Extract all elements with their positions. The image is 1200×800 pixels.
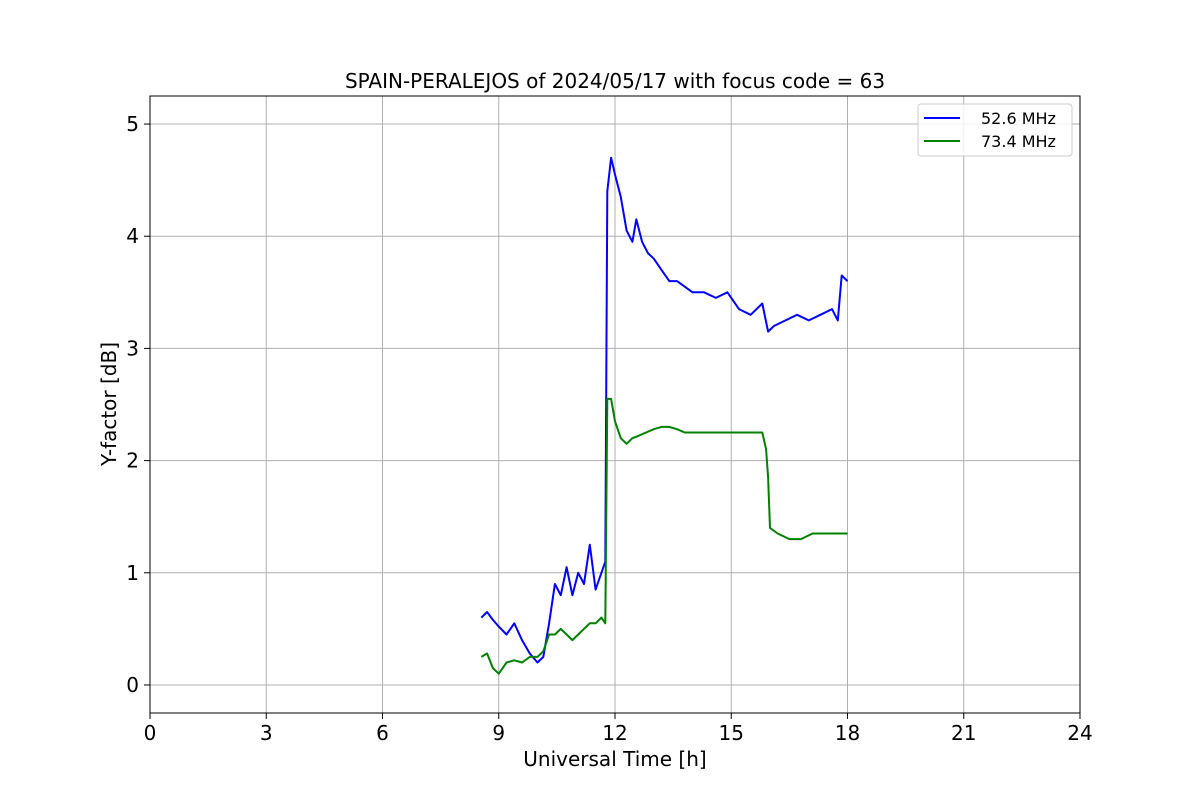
y-tick-label: 2 [126,449,139,473]
x-tick-label: 0 [144,721,157,745]
x-tick-label: 24 [1067,721,1092,745]
x-tick-label: 6 [376,721,389,745]
legend-entry-label: 73.4 MHz [981,132,1056,151]
chart-title: SPAIN-PERALEJOS of 2024/05/17 with focus… [345,69,885,93]
legend: 52.6 MHz 73.4 MHz [917,103,1073,157]
x-tick-label: 12 [602,721,627,745]
y-tick-label: 5 [126,112,139,136]
x-tick-label: 9 [492,721,505,745]
y-tick-label: 4 [126,224,139,248]
series-line-0 [480,156,849,664]
y-axis-label: Y-factor [dB] [97,342,121,467]
series-line-1 [480,397,848,675]
x-tick-label: 21 [951,721,976,745]
legend-entry-label: 52.6 MHz [981,109,1056,128]
x-axis-label: Universal Time [h] [523,747,706,771]
x-tick-label: 18 [835,721,860,745]
y-tick-label: 3 [126,336,139,360]
y-tick-label: 0 [126,673,139,697]
x-tick-label: 15 [719,721,744,745]
series-lines [480,156,849,675]
x-tick-label: 3 [260,721,273,745]
y-tick-label: 1 [126,561,139,585]
